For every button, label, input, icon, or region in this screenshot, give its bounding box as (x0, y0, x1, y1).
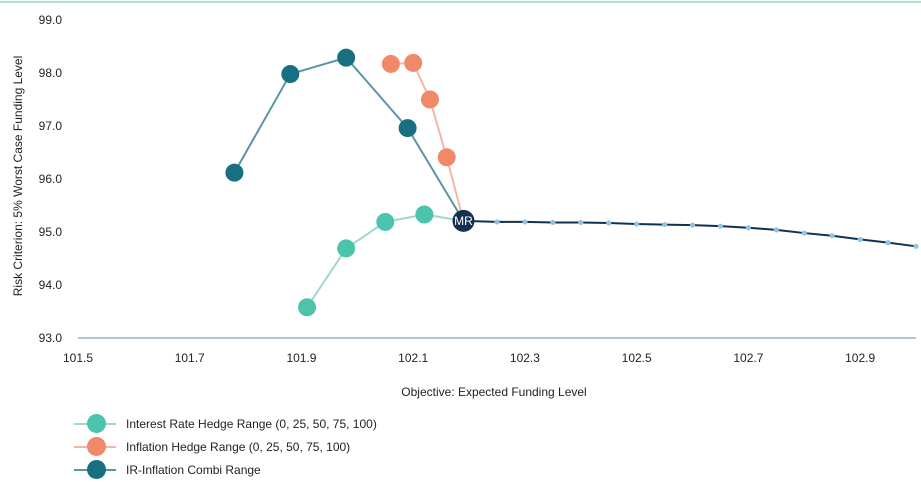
x-tick-label: 102.5 (622, 351, 652, 365)
series-point (420, 90, 439, 109)
y-tick-label: 95.0 (39, 225, 63, 239)
series-point (398, 119, 417, 138)
frontier-line (463, 219, 917, 248)
y-tick-label: 98.0 (39, 66, 63, 80)
series-point (415, 205, 434, 224)
x-tick-label: 102.3 (510, 351, 540, 365)
legend-item-inflation[interactable]: Inflation Hedge Range (0, 25, 50, 75, 10… (74, 435, 377, 458)
y-tick-label: 96.0 (39, 172, 63, 186)
frontier-point (550, 219, 556, 226)
frontier-point (689, 222, 696, 228)
frontier-point (522, 219, 528, 225)
legend-swatch-interest-rate (74, 412, 116, 435)
frontier-point (634, 221, 640, 227)
mr-marker (452, 209, 475, 232)
legend: Interest Rate Hedge Range (0, 25, 50, 75… (74, 412, 377, 481)
x-tick-label: 101.7 (175, 351, 205, 365)
series-line (233, 56, 465, 222)
frontier-point (494, 219, 500, 225)
x-axis-title: Objective: Expected Funding Level (401, 385, 586, 399)
series-point (337, 239, 356, 258)
series-point (225, 163, 244, 182)
x-tick-label: 101.5 (63, 351, 93, 365)
legend-label-interest-rate: Interest Rate Hedge Range (0, 25, 50, 75… (126, 416, 377, 431)
frontier-point (913, 243, 919, 249)
series-point (337, 48, 356, 67)
x-tick-label: 102.1 (398, 351, 428, 365)
mr-label: MR (454, 214, 473, 228)
legend-label-combi: IR-Inflation Combi Range (126, 462, 261, 477)
series-point (404, 53, 423, 72)
frontier-point (578, 219, 584, 226)
series-line (390, 61, 465, 222)
series-point (298, 298, 317, 317)
x-tick-label: 102.7 (733, 351, 763, 365)
x-tick-label: 102.9 (845, 351, 875, 365)
frontier-point (606, 220, 612, 226)
legend-item-interest-rate[interactable]: Interest Rate Hedge Range (0, 25, 50, 75… (74, 412, 377, 435)
y-tick-label: 99.0 (39, 13, 63, 27)
x-tick-label: 101.9 (286, 351, 316, 365)
series-point (437, 148, 456, 167)
frontier-point (857, 236, 863, 243)
frontier-point (717, 223, 724, 229)
frontier-point (773, 227, 779, 233)
series-point (376, 212, 395, 231)
legend-swatch-combi (74, 458, 116, 481)
y-tick-label: 93.0 (39, 331, 63, 345)
legend-label-inflation: Inflation Hedge Range (0, 25, 50, 75, 10… (126, 439, 351, 454)
frontier-point (801, 230, 807, 236)
frontier-point (829, 233, 835, 239)
y-tick-label: 97.0 (39, 119, 63, 133)
legend-swatch-inflation (74, 435, 116, 458)
legend-item-combi[interactable]: IR-Inflation Combi Range (74, 458, 377, 481)
series-point (281, 65, 300, 84)
frontier-point (662, 221, 668, 228)
y-tick-label: 94.0 (39, 278, 63, 292)
frontier-point (745, 225, 752, 231)
series-point (381, 54, 400, 73)
frontier-point (885, 240, 891, 246)
y-axis-title: Risk Criterion: 5% Worst Case Funding Le… (11, 56, 25, 297)
